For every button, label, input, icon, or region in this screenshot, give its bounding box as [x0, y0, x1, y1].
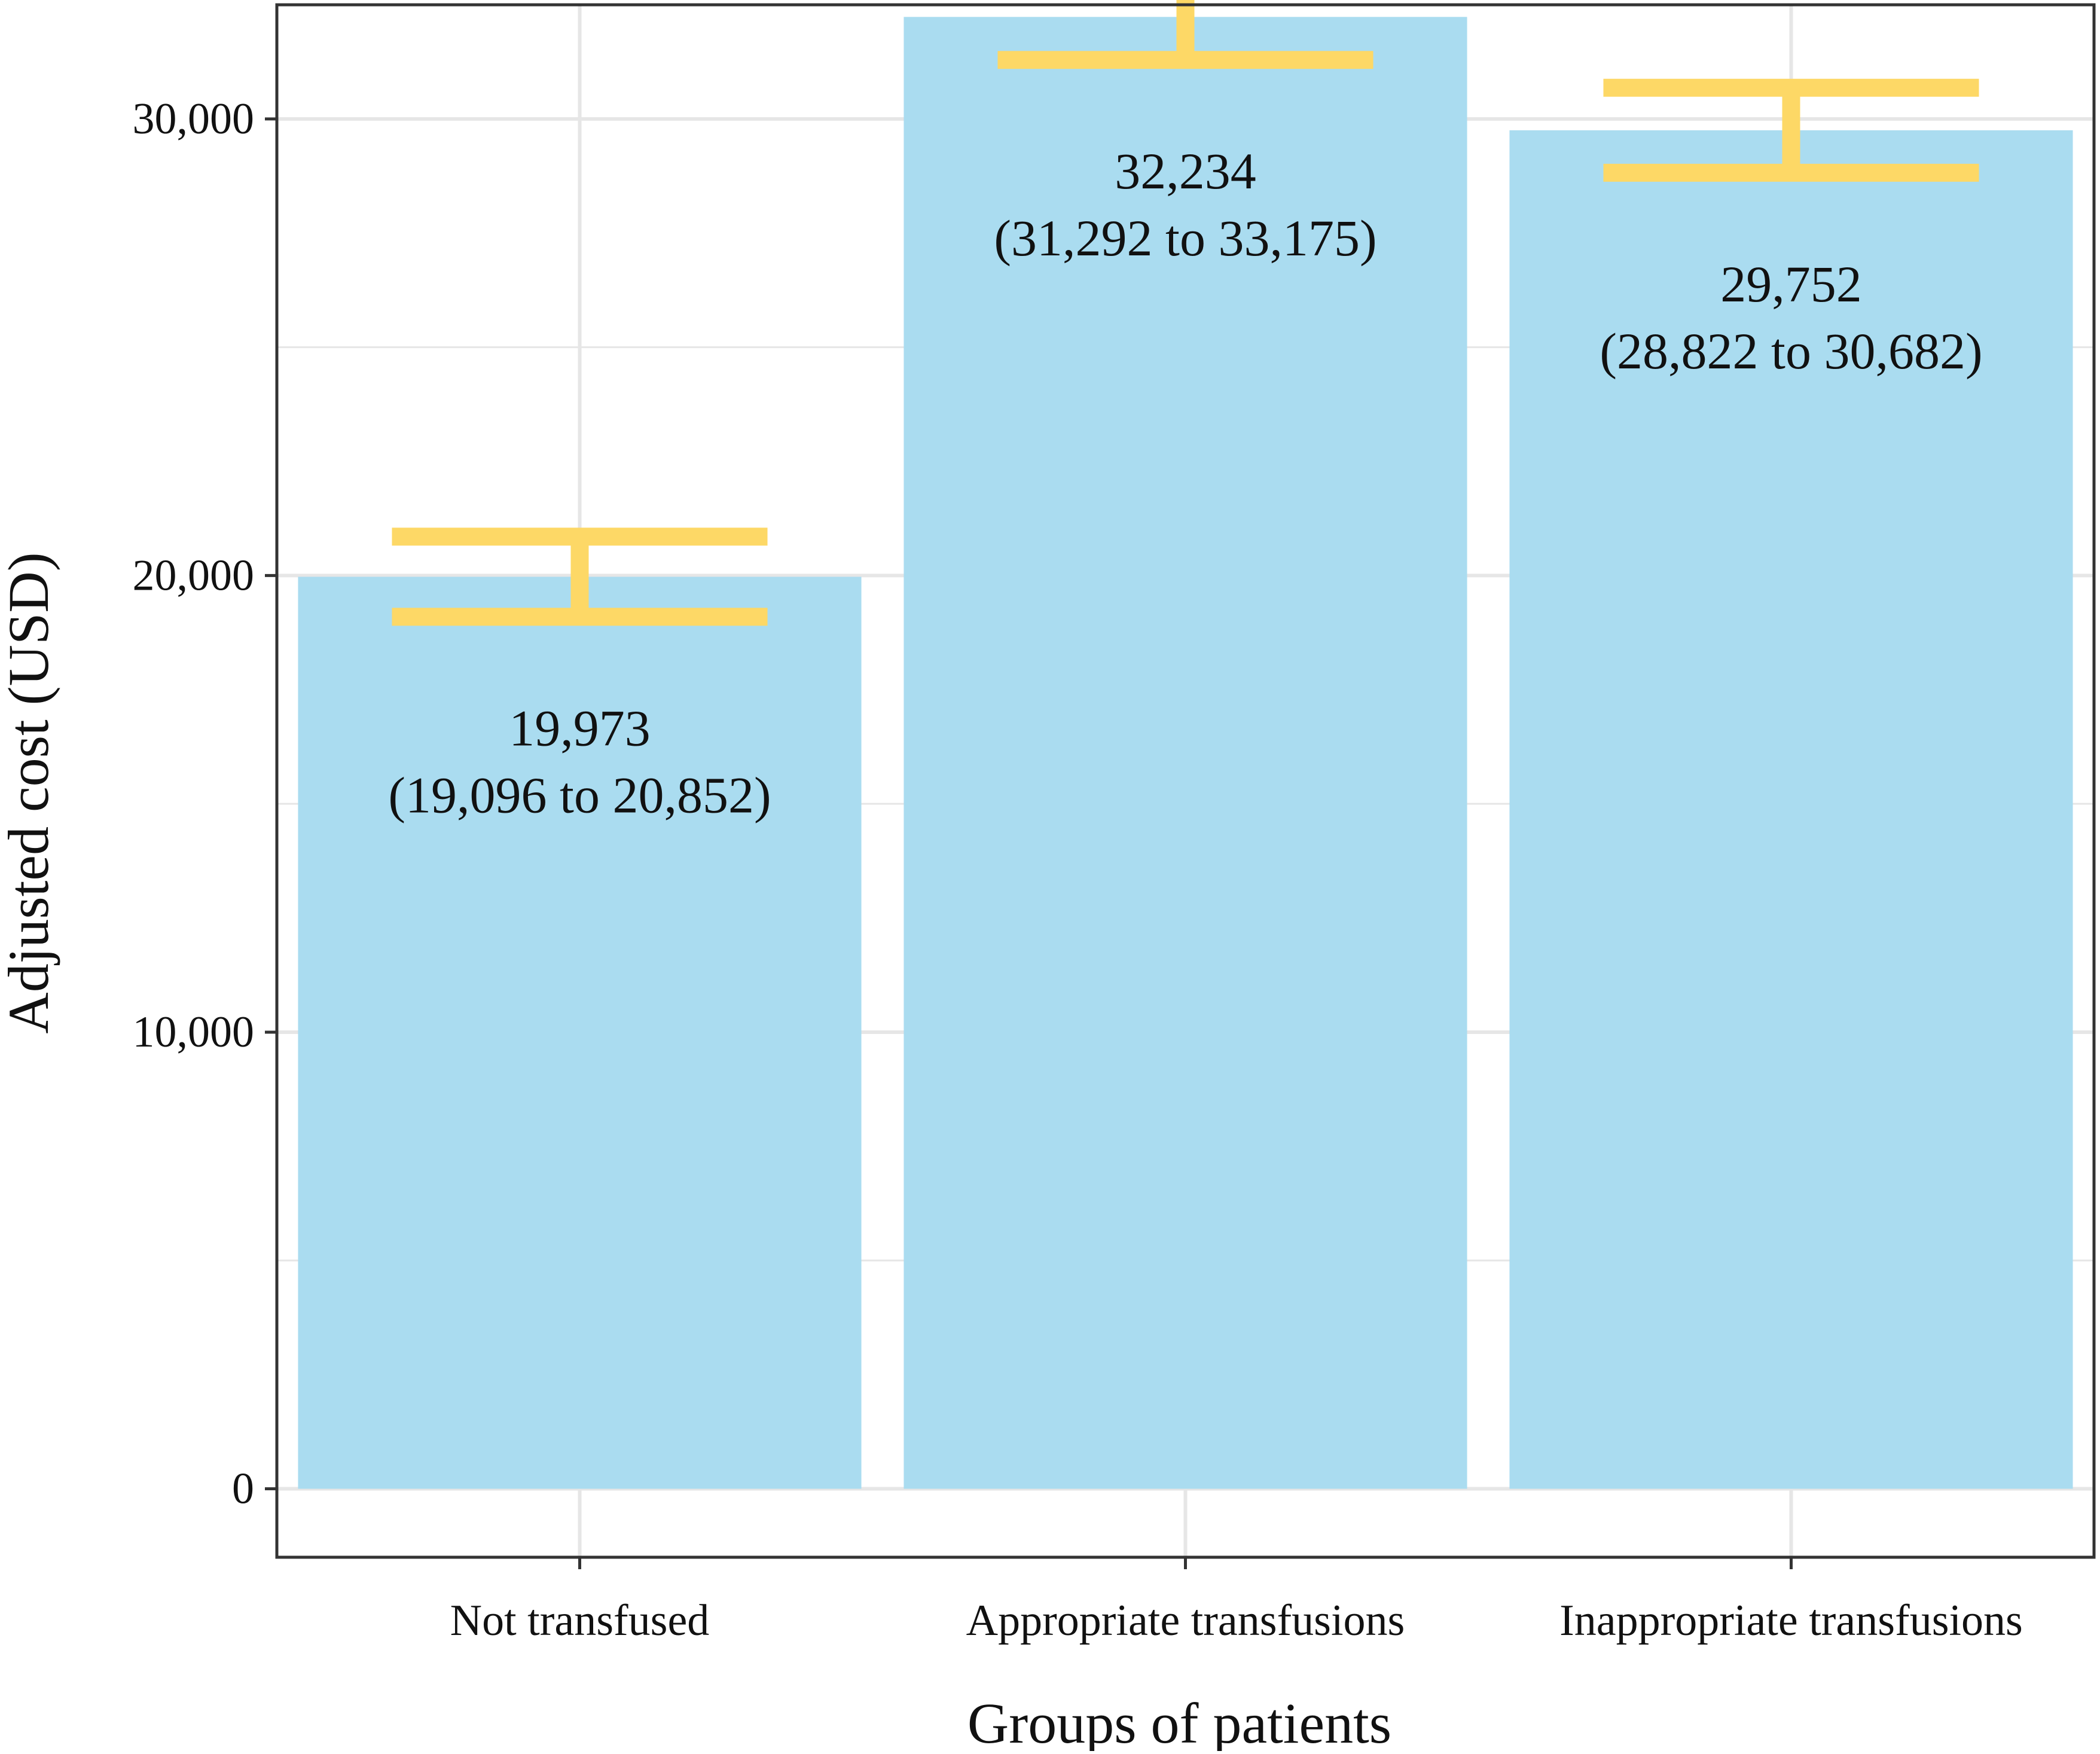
y-tick-label: 20,000 — [133, 551, 255, 600]
bar-value-label: 19,973 — [509, 699, 651, 756]
x-tick-label: Not transfused — [450, 1596, 710, 1645]
x-tick-label: Appropriate transfusions — [966, 1596, 1405, 1645]
data-label-layer: 19,973 (19,096 to 20,852) 32,234 (31,292 to… — [388, 142, 1982, 823]
bar-3 — [1509, 130, 2073, 1489]
bar-ci-label: (19,096 to 20,852) — [388, 766, 771, 823]
bar-value-label: 29,752 — [1720, 255, 1862, 313]
x-axis-title: Groups of patients — [967, 1691, 1391, 1751]
bar-layer — [298, 17, 2073, 1489]
x-tick-label: Inappropriate transfusions — [1559, 1596, 2023, 1645]
bar-1 — [298, 576, 862, 1489]
y-tick-label: 10,000 — [133, 1008, 255, 1057]
bar-ci-label: (31,292 to 33,175) — [994, 209, 1376, 267]
y-tick-label: 30,000 — [133, 94, 255, 144]
tick-layer: 0 10,000 20,000 30,000 Not transfused Appropr… — [133, 94, 2023, 1645]
bar-ci-label: (28,822 to 30,682) — [1600, 322, 1982, 380]
y-tick-label: 0 — [232, 1464, 254, 1513]
error-bar-layer — [392, 0, 1979, 626]
y-axis-title: Adjusted cost (USD) — [0, 552, 60, 1033]
bar-value-label: 32,234 — [1115, 142, 1256, 200]
bar-2 — [904, 17, 1467, 1489]
